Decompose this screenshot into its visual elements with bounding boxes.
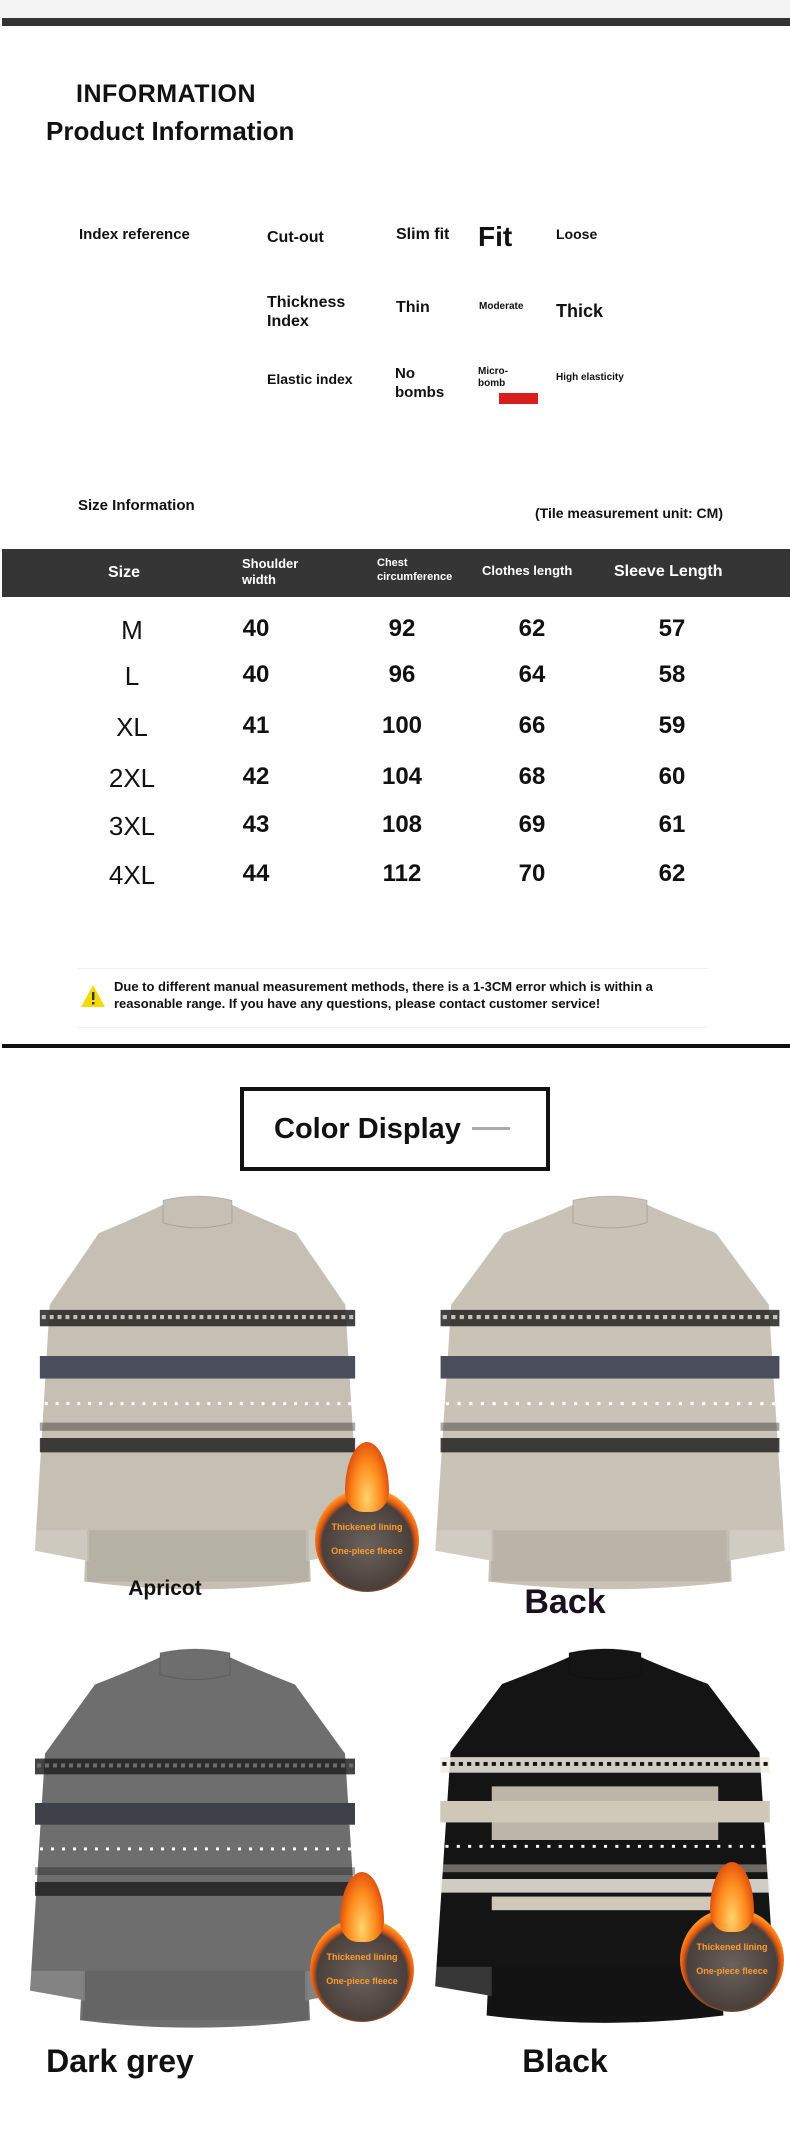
measurement-cell: 62 xyxy=(658,860,686,887)
warning-text: Due to different manual measurement meth… xyxy=(114,979,653,1011)
fit-option-fit-selected: Fit xyxy=(478,221,513,252)
badge-text: One-piece fleece xyxy=(696,1966,768,1976)
measurement-cell: 62 xyxy=(518,615,546,642)
unit-note: (Tile measurement unit: CM) xyxy=(535,505,723,521)
sweater-image-dark-grey xyxy=(30,1648,362,2028)
sweater-image-black xyxy=(435,1648,777,2023)
color-label: Apricot xyxy=(128,1577,202,1600)
measurement-cell: 68 xyxy=(518,763,546,790)
top-divider xyxy=(2,18,790,26)
section-title: INFORMATION xyxy=(76,80,257,108)
warning-triangle-icon xyxy=(81,985,105,1007)
elastic-label: Elastic index xyxy=(267,371,353,387)
measurement-cell: 43 xyxy=(242,811,270,838)
size-cell: 3XL xyxy=(108,811,156,841)
title-decoration xyxy=(472,1127,510,1130)
measurement-cell: 58 xyxy=(658,661,686,688)
measurement-cell: 61 xyxy=(658,811,686,838)
measurement-cell: 66 xyxy=(518,712,546,739)
fit-option-slim: Slim fit xyxy=(396,226,450,243)
measurement-cell: 59 xyxy=(658,712,686,739)
measurement-cell: 70 xyxy=(518,860,546,887)
size-cell: L xyxy=(124,661,140,691)
fit-label: Cut-out xyxy=(267,229,324,246)
measurement-cell: 69 xyxy=(518,811,546,838)
section-divider xyxy=(2,1044,790,1048)
selected-marker xyxy=(499,393,538,404)
badge-text: Thickened lining xyxy=(326,1952,398,1962)
color-display-title: Color Display xyxy=(274,1113,461,1145)
measurement-cell: 60 xyxy=(658,763,686,790)
size-cell: 4XL xyxy=(108,860,156,890)
flame-icon xyxy=(340,1872,384,1942)
elastic-option-high: High elasticity xyxy=(556,372,624,383)
col-chest: Chest circumference xyxy=(377,557,453,583)
badge-text: Thickened lining xyxy=(696,1942,768,1952)
fleece-lining-badge: Thickened lining One-piece fleece xyxy=(310,1872,414,2022)
measurement-cell: 41 xyxy=(242,712,270,739)
fleece-lining-badge: Thickened lining One-piece fleece xyxy=(315,1442,419,1592)
badge-text: Thickened lining xyxy=(331,1522,403,1532)
index-reference-label: Index reference xyxy=(79,226,190,243)
measurement-cell: 112 xyxy=(382,860,422,887)
badge-text: One-piece fleece xyxy=(326,1976,398,1986)
thickness-option-thin: Thin xyxy=(396,299,430,316)
measurement-cell: 96 xyxy=(388,661,416,688)
thickness-option-moderate: Moderate xyxy=(479,301,524,312)
col-clothes-length: Clothes length xyxy=(482,563,573,578)
col-sleeve-length: Sleeve Length xyxy=(614,563,723,580)
measurement-notice: Due to different manual measurement meth… xyxy=(78,968,708,1028)
elastic-option-none: No bombs xyxy=(395,365,445,401)
measurement-cell: 100 xyxy=(381,712,423,739)
elastic-option-micro-selected: Micro-bomb xyxy=(478,366,508,389)
measurement-cell: 40 xyxy=(242,615,270,642)
fleece-lining-badge: Thickened lining One-piece fleece xyxy=(680,1862,784,2012)
size-cell: M xyxy=(121,615,143,645)
measurement-cell: 42 xyxy=(242,763,270,790)
sweater-image-apricot xyxy=(34,1195,363,1590)
measurement-cell: 104 xyxy=(381,763,423,790)
size-table-header: Size Shoulder width Chest circumference … xyxy=(2,549,790,597)
thickness-label: Thickness Index xyxy=(267,294,346,330)
col-size: Size xyxy=(108,564,141,581)
measurement-cell: 64 xyxy=(518,661,546,688)
section-subtitle: Product Information xyxy=(46,116,295,146)
measurement-cell: 40 xyxy=(242,661,270,688)
badge-text: One-piece fleece xyxy=(331,1546,403,1556)
measurement-cell: 108 xyxy=(381,811,423,838)
size-cell: 2XL xyxy=(108,763,156,793)
col-shoulder: Shoulder width xyxy=(242,556,299,587)
color-label: Black xyxy=(522,2043,608,2079)
color-label: Dark grey xyxy=(46,2043,194,2079)
top-bar xyxy=(0,0,790,18)
thickness-option-thick-selected: Thick xyxy=(556,301,604,321)
measurement-cell: 57 xyxy=(658,615,686,642)
sweater-image-back xyxy=(435,1195,787,1590)
size-information-label: Size Information xyxy=(78,497,195,514)
measurement-cell: 92 xyxy=(388,615,416,642)
color-display-heading: Color Display xyxy=(240,1087,550,1171)
color-label: Back xyxy=(524,1583,606,1621)
measurement-cell: 44 xyxy=(242,860,270,887)
size-cell: XL xyxy=(116,712,148,742)
flame-icon xyxy=(710,1862,754,1932)
fit-option-loose: Loose xyxy=(556,226,598,242)
flame-icon xyxy=(345,1442,389,1512)
